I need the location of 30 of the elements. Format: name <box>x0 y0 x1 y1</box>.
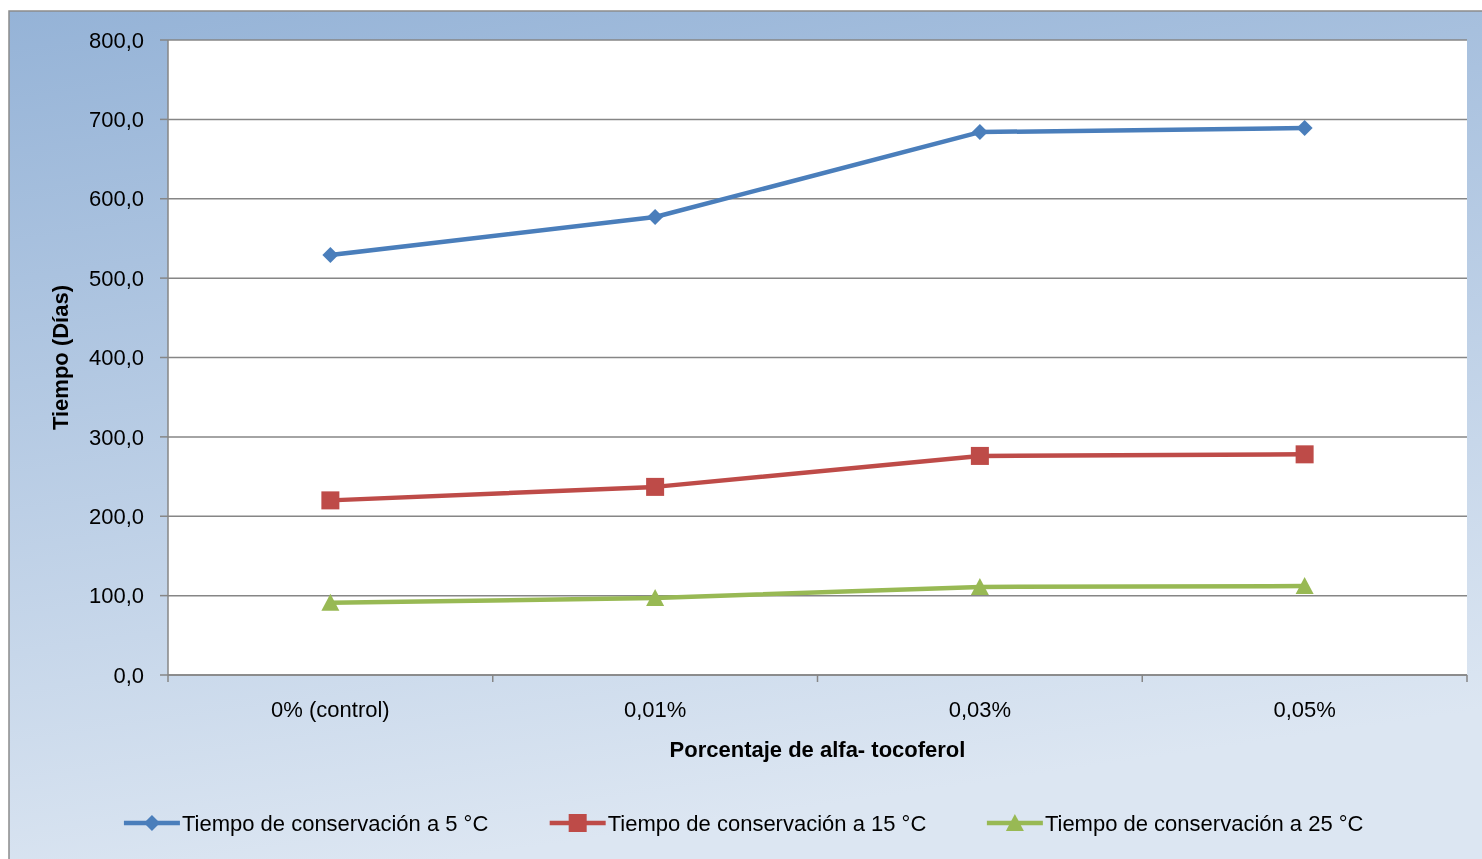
point <box>970 577 989 595</box>
point <box>970 446 989 465</box>
y-tick-label: 100,0 <box>88 583 144 609</box>
x-tick-label: 0,03% <box>948 697 1012 722</box>
point <box>1295 577 1314 595</box>
x-axis-title: Porcentaje de alfa- tocoferol <box>669 737 966 762</box>
legend-label: Tiempo de conservación a 5 °C <box>181 810 489 836</box>
point <box>1295 445 1314 464</box>
y-tick-label: 300,0 <box>88 424 144 450</box>
point <box>647 209 664 226</box>
y-tick-label: 400,0 <box>88 345 144 371</box>
y-tick-label: 700,0 <box>88 107 144 133</box>
y-tick-label: 0,0 <box>113 662 144 688</box>
y-tick-label: 500,0 <box>88 265 144 291</box>
x-tick-label: 0,05% <box>1273 697 1336 722</box>
x-tick-label: 0% (control) <box>271 697 390 722</box>
point <box>322 247 339 264</box>
y-tick-label: 200,0 <box>88 503 144 529</box>
point <box>971 124 988 141</box>
x-tick-label: 0,01% <box>623 697 687 722</box>
legend-label: Tiempo de conservación a 25 °C <box>1044 810 1364 836</box>
point <box>321 491 340 510</box>
legend-label: Tiempo de conservación a 15 °C <box>607 810 927 836</box>
y-axis-title: Tiempo (Días) <box>48 284 73 431</box>
point <box>646 477 665 496</box>
y-tick-label: 600,0 <box>88 186 144 212</box>
point <box>646 589 665 607</box>
point <box>321 593 340 611</box>
y-tick-label: 800,0 <box>88 27 144 53</box>
point <box>1296 120 1313 137</box>
